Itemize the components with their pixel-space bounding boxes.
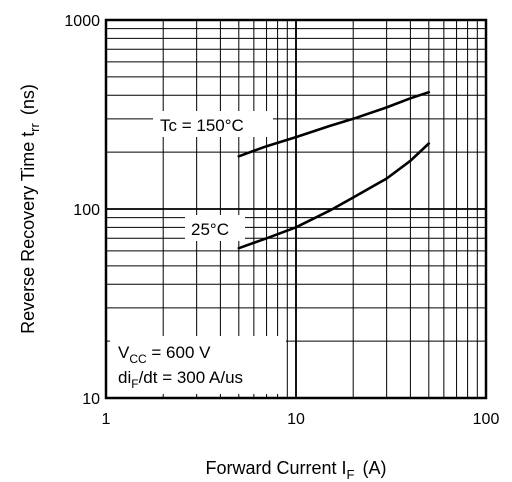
y-axis-label-main: Reverse Recovery Time t (18, 132, 38, 334)
vcc-symbol: V (118, 343, 130, 362)
y-tick-label: 1000 (64, 13, 100, 30)
series-line-0 (237, 90, 431, 158)
x-tick-label: 100 (473, 411, 500, 428)
y-axis-label-unit: (ns) (18, 84, 38, 115)
dif-symbol: di (118, 368, 131, 387)
plot-frame (104, 18, 488, 400)
series-label-150: Tc = 150°C (160, 116, 244, 135)
series-label-25: 25°C (191, 220, 229, 239)
series-label-150-bg (153, 111, 273, 137)
x-axis-label-main: Forward Current I (206, 458, 347, 478)
y-tick-label: 10 (82, 391, 100, 408)
x-tick-label: 1 (102, 411, 111, 428)
series-label-25-bg (185, 215, 245, 241)
y-tick-label: 100 (73, 202, 100, 219)
y-axis-label: Reverse Recovery Time trr (ns) (18, 84, 42, 334)
conditions-box (110, 336, 286, 394)
series-layer (237, 90, 431, 250)
conditions-line-1: VCC = 600 V (118, 343, 211, 366)
vcc-subscript: CC (129, 352, 147, 366)
x-axis-label-sub: F (347, 467, 355, 482)
x-axis-label: Forward Current IF (A) (206, 458, 387, 482)
x-axis-label-unit: (A) (363, 458, 387, 478)
dif-value: /dt = 300 A/us (139, 368, 243, 387)
series-line-1 (237, 142, 431, 250)
dif-subscript: F (131, 377, 138, 391)
vcc-value: = 600 V (147, 343, 211, 362)
y-axis-label-sub: rr (27, 122, 42, 131)
conditions-line-2: diF/dt = 300 A/us (118, 368, 243, 391)
x-tick-label: 10 (287, 411, 305, 428)
